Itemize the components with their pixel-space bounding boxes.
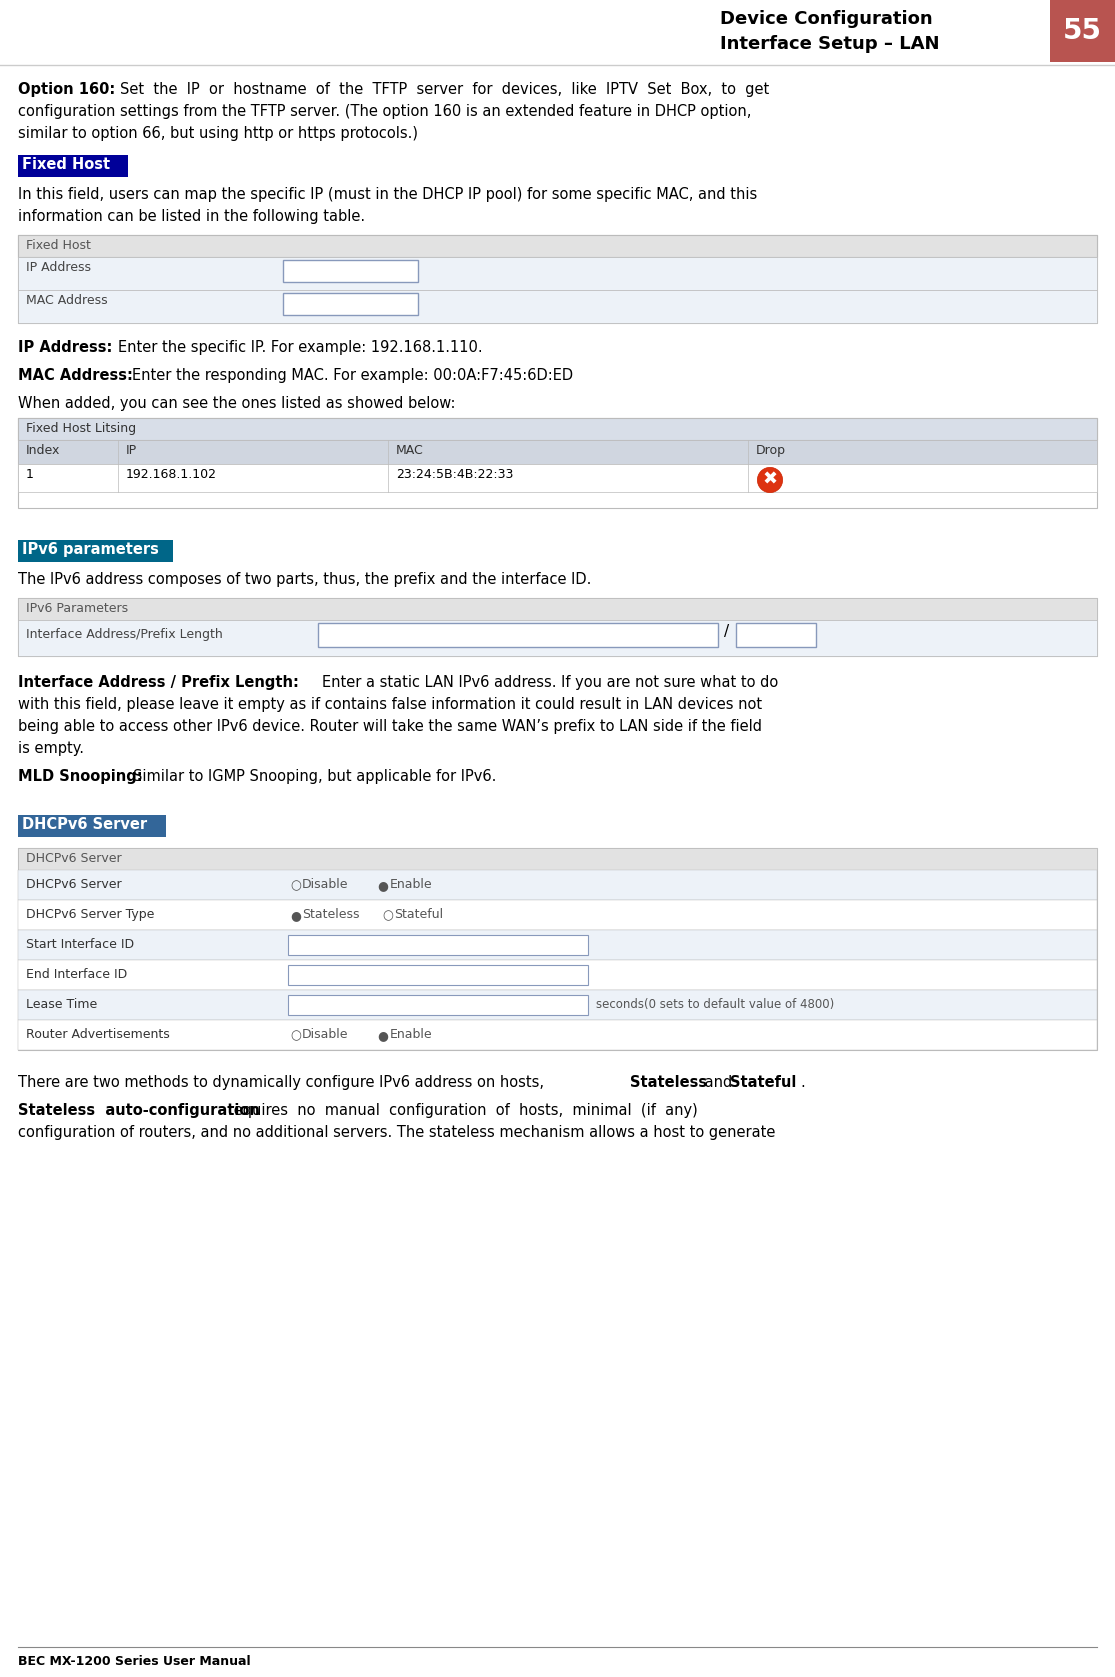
FancyBboxPatch shape	[283, 293, 418, 315]
Text: DHCPv6 Server Type: DHCPv6 Server Type	[26, 907, 154, 921]
Text: ○: ○	[291, 879, 301, 892]
FancyBboxPatch shape	[288, 936, 588, 954]
Text: Router Advertisements: Router Advertisements	[26, 1028, 169, 1041]
FancyBboxPatch shape	[736, 622, 816, 647]
Text: IPv6 Parameters: IPv6 Parameters	[26, 602, 128, 615]
Text: Enter the responding MAC. For example: 00:0A:F7:45:6D:ED: Enter the responding MAC. For example: 0…	[132, 367, 573, 382]
Text: Stateless: Stateless	[630, 1075, 707, 1090]
Text: is empty.: is empty.	[18, 741, 84, 756]
Text: DHCPv6 Server: DHCPv6 Server	[22, 817, 147, 832]
FancyBboxPatch shape	[18, 154, 128, 178]
Text: IP Address:: IP Address:	[18, 340, 113, 356]
FancyBboxPatch shape	[318, 622, 718, 647]
FancyBboxPatch shape	[18, 959, 1097, 989]
Text: Stateless: Stateless	[302, 907, 359, 921]
Text: MAC Address: MAC Address	[26, 293, 108, 307]
FancyBboxPatch shape	[18, 620, 1097, 656]
Text: Fixed Host: Fixed Host	[26, 240, 91, 252]
FancyBboxPatch shape	[18, 931, 1097, 959]
Text: similar to option 66, but using http or https protocols.): similar to option 66, but using http or …	[18, 126, 418, 141]
Text: 1: 1	[26, 468, 33, 481]
FancyBboxPatch shape	[18, 465, 1097, 491]
FancyBboxPatch shape	[18, 418, 1097, 508]
FancyBboxPatch shape	[18, 599, 1097, 620]
Text: When added, you can see the ones listed as showed below:: When added, you can see the ones listed …	[18, 396, 456, 411]
Text: configuration settings from the TFTP server. (The option 160 is an extended feat: configuration settings from the TFTP ser…	[18, 104, 752, 119]
FancyBboxPatch shape	[18, 599, 1097, 656]
Text: ●: ●	[378, 1030, 388, 1043]
Text: MAC Address:: MAC Address:	[18, 367, 133, 382]
Text: Disable: Disable	[302, 879, 349, 890]
Text: Enter the specific IP. For example: 192.168.1.110.: Enter the specific IP. For example: 192.…	[118, 340, 483, 356]
Text: In this field, users can map the specific IP (must in the DHCP IP pool) for some: In this field, users can map the specifi…	[18, 188, 757, 201]
FancyBboxPatch shape	[288, 994, 588, 1015]
Text: 23:24:5B:4B:22:33: 23:24:5B:4B:22:33	[396, 468, 513, 481]
Text: DHCPv6 Server: DHCPv6 Server	[26, 879, 122, 890]
Text: Stateless  auto-configuration: Stateless auto-configuration	[18, 1103, 260, 1119]
Text: requires  no  manual  configuration  of  hosts,  minimal  (if  any): requires no manual configuration of host…	[227, 1103, 698, 1119]
FancyBboxPatch shape	[18, 540, 173, 562]
Text: End Interface ID: End Interface ID	[26, 968, 127, 981]
Text: and: and	[700, 1075, 737, 1090]
FancyBboxPatch shape	[18, 235, 1097, 257]
Text: There are two methods to dynamically configure IPv6 address on hosts,: There are two methods to dynamically con…	[18, 1075, 549, 1090]
Text: information can be listed in the following table.: information can be listed in the followi…	[18, 210, 365, 225]
Text: ✖: ✖	[763, 471, 777, 490]
FancyBboxPatch shape	[1050, 0, 1115, 62]
FancyBboxPatch shape	[18, 235, 1097, 324]
Text: DHCPv6 Server: DHCPv6 Server	[26, 852, 122, 865]
Text: MAC: MAC	[396, 444, 424, 458]
Text: ●: ●	[378, 879, 388, 892]
FancyBboxPatch shape	[283, 260, 418, 282]
Text: IPv6 parameters: IPv6 parameters	[22, 542, 158, 557]
FancyBboxPatch shape	[18, 1020, 1097, 1050]
Text: ○: ○	[382, 909, 394, 922]
Text: BEC MX-1200 Series User Manual: BEC MX-1200 Series User Manual	[18, 1655, 251, 1669]
Text: Similar to IGMP Snooping, but applicable for IPv6.: Similar to IGMP Snooping, but applicable…	[133, 770, 496, 785]
Text: configuration of routers, and no additional servers. The stateless mechanism all: configuration of routers, and no additio…	[18, 1125, 775, 1140]
Text: Interface Setup – LAN: Interface Setup – LAN	[720, 35, 940, 54]
Text: Lease Time: Lease Time	[26, 998, 97, 1011]
Text: Fixed Host: Fixed Host	[22, 158, 110, 173]
FancyBboxPatch shape	[18, 849, 1097, 1050]
FancyBboxPatch shape	[18, 290, 1097, 324]
Text: Stateful: Stateful	[394, 907, 443, 921]
Text: Stateful: Stateful	[730, 1075, 796, 1090]
FancyBboxPatch shape	[18, 849, 1097, 870]
FancyBboxPatch shape	[288, 964, 588, 984]
Text: /: /	[724, 624, 729, 639]
Text: .: .	[799, 1075, 805, 1090]
FancyBboxPatch shape	[18, 439, 1097, 465]
Text: Fixed Host Litsing: Fixed Host Litsing	[26, 423, 136, 434]
Text: The IPv6 address composes of two parts, thus, the prefix and the interface ID.: The IPv6 address composes of two parts, …	[18, 572, 591, 587]
Text: Option 160:: Option 160:	[18, 82, 115, 97]
Text: seconds(0 sets to default value of 4800): seconds(0 sets to default value of 4800)	[597, 998, 834, 1011]
Text: with this field, please leave it empty as if contains false information it could: with this field, please leave it empty a…	[18, 698, 763, 713]
Text: ○: ○	[291, 1030, 301, 1043]
Text: Start Interface ID: Start Interface ID	[26, 937, 134, 951]
Text: 55: 55	[1063, 17, 1102, 45]
Text: Index: Index	[26, 444, 60, 458]
FancyBboxPatch shape	[18, 815, 166, 837]
FancyBboxPatch shape	[18, 901, 1097, 931]
Text: Enter a static LAN IPv6 address. If you are not sure what to do: Enter a static LAN IPv6 address. If you …	[322, 676, 778, 689]
Text: Enable: Enable	[390, 1028, 433, 1041]
Text: Interface Address/Prefix Length: Interface Address/Prefix Length	[26, 627, 223, 641]
Text: IP Address: IP Address	[26, 262, 91, 273]
Text: Device Configuration: Device Configuration	[720, 10, 932, 29]
FancyBboxPatch shape	[18, 257, 1097, 290]
Text: Enable: Enable	[390, 879, 433, 890]
Text: 192.168.1.102: 192.168.1.102	[126, 468, 217, 481]
FancyBboxPatch shape	[18, 870, 1097, 901]
Text: ●: ●	[291, 909, 301, 922]
Text: being able to access other IPv6 device. Router will take the same WAN’s prefix t: being able to access other IPv6 device. …	[18, 719, 762, 735]
Text: IP: IP	[126, 444, 137, 458]
FancyBboxPatch shape	[18, 989, 1097, 1020]
FancyBboxPatch shape	[18, 418, 1097, 439]
Text: Set  the  IP  or  hostname  of  the  TFTP  server  for  devices,  like  IPTV  Se: Set the IP or hostname of the TFTP serve…	[120, 82, 769, 97]
Text: MLD Snooping:: MLD Snooping:	[18, 770, 143, 785]
Text: Disable: Disable	[302, 1028, 349, 1041]
Text: Interface Address / Prefix Length:: Interface Address / Prefix Length:	[18, 676, 299, 689]
Text: Drop: Drop	[756, 444, 786, 458]
